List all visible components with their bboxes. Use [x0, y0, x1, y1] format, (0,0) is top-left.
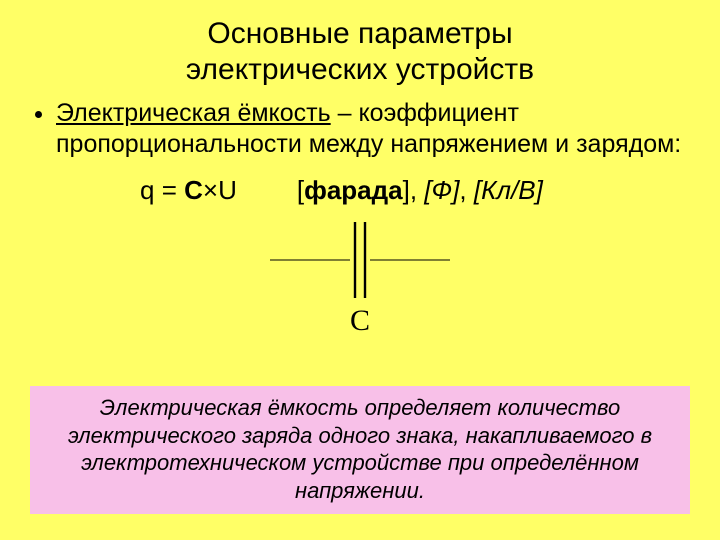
note-box: Электрическая ёмкость определяет количес… — [30, 386, 690, 514]
term-capacitance: Электрическая ёмкость — [56, 99, 331, 127]
note-text: Электрическая ёмкость определяет количес… — [68, 395, 652, 503]
units: [фарада], [Ф], [Кл/В] — [297, 175, 543, 206]
capacitor-symbol: C — [270, 216, 450, 336]
units-farada: фарада — [304, 175, 403, 205]
title-line-2: электрических устройств — [186, 53, 534, 86]
units-sep1: , — [410, 175, 424, 205]
units-KlV: [Кл/В] — [474, 175, 543, 205]
capacitor-label: C — [350, 304, 370, 338]
capacitor-icon — [270, 216, 450, 306]
formula-C: C — [184, 175, 203, 205]
body-list: Электрическая ёмкость – коэффициент проп… — [30, 98, 690, 161]
formula-eq: = — [154, 175, 184, 205]
formula: q = C×U — [140, 175, 237, 206]
formula-row: q = C×U [фарада], [Ф], [Кл/В] — [30, 175, 690, 206]
units-sep2: , — [459, 175, 473, 205]
formula-U: U — [218, 175, 237, 205]
title-line-1: Основные параметры — [207, 17, 512, 50]
formula-q: q — [140, 175, 154, 205]
formula-times: × — [203, 175, 218, 205]
units-close1: ] — [403, 175, 410, 205]
slide: Основные параметры электрических устройс… — [0, 0, 720, 540]
units-F: [Ф] — [424, 175, 459, 205]
units-open1: [ — [297, 175, 304, 205]
slide-title: Основные параметры электрических устройс… — [30, 16, 690, 88]
bullet-capacitance: Электрическая ёмкость – коэффициент проп… — [56, 98, 690, 161]
